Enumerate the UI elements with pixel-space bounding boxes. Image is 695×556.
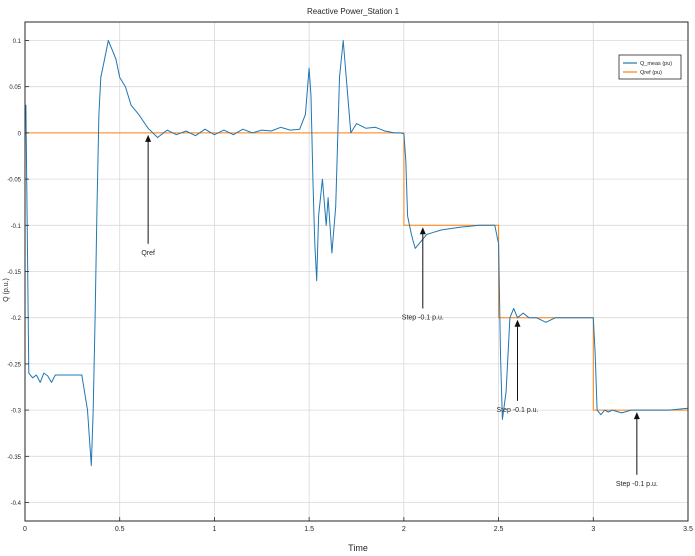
annotation-arrow-head bbox=[514, 319, 521, 327]
series-layer bbox=[24, 40, 689, 467]
legend: Q_meas (pu) Qref (pu) bbox=[618, 54, 682, 80]
legend-entry-label: Q_meas (pu) bbox=[640, 61, 672, 67]
annotation-label: Step -0.1 p.u. bbox=[496, 407, 538, 414]
x-tick-label: 1 bbox=[212, 526, 216, 533]
x-axis-label: Time bbox=[348, 543, 368, 553]
chart-title: Reactive Power_Station 1 bbox=[307, 7, 400, 16]
y-tick-label: -0.35 bbox=[7, 455, 21, 461]
y-tick-label: -0.2 bbox=[11, 316, 22, 322]
y-tick-label: 0.05 bbox=[9, 85, 21, 91]
y-tick-label: 0.1 bbox=[13, 39, 22, 45]
annotation-label: Qref bbox=[141, 250, 155, 257]
x-tick-label: 3.5 bbox=[683, 526, 693, 533]
annotation-label: Step -0.1 p.u. bbox=[402, 314, 444, 321]
y-tick-label: -0.25 bbox=[7, 362, 21, 368]
x-tick-label: 0.5 bbox=[115, 526, 125, 533]
annotation-arrow-head bbox=[419, 227, 426, 235]
tick-layer: 0 0.5 1 1.5 2 2.5 3 3.5 0.1 0.05 0 -0.05 -0.1 -0.15 -0… bbox=[7, 39, 693, 533]
x-tick-label: 0 bbox=[23, 526, 27, 533]
y-tick-label: -0.3 bbox=[11, 409, 22, 415]
y-tick-label: -0.15 bbox=[7, 270, 21, 276]
legend-box bbox=[618, 54, 682, 80]
annotation-layer: Qref Step -0.1 p.u. Step -0.1 p.u. Step -0.… bbox=[141, 134, 658, 488]
y-tick-label: -0.05 bbox=[7, 178, 21, 184]
annotation-arrow-head bbox=[145, 134, 152, 142]
x-tick-label: 1.5 bbox=[304, 526, 314, 533]
legend-entry-label: Qref (pu) bbox=[640, 70, 662, 76]
series-line-q-meas bbox=[24, 40, 689, 467]
annotation-label: Step -0.1 p.u. bbox=[616, 481, 658, 488]
x-tick-label: 3 bbox=[591, 526, 595, 533]
y-tick-label: -0.4 bbox=[11, 501, 22, 507]
x-tick-label: 2.5 bbox=[494, 526, 504, 533]
y-tick-label: 0 bbox=[18, 131, 22, 137]
annotation-arrow-head bbox=[633, 412, 640, 420]
y-axis-label: Q (p.u.) bbox=[3, 278, 10, 302]
y-tick-label: -0.1 bbox=[11, 224, 22, 230]
x-tick-label: 2 bbox=[402, 526, 406, 533]
